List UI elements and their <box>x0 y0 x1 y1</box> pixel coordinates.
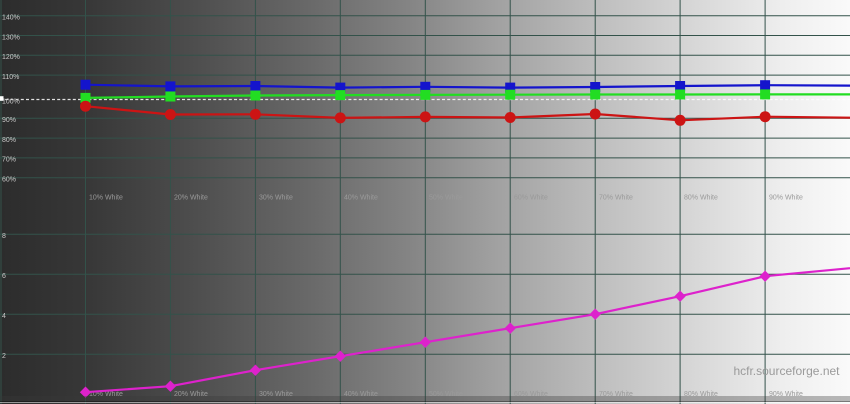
svg-text:90%: 90% <box>2 117 16 124</box>
svg-text:40% White: 40% White <box>344 195 378 202</box>
svg-text:4: 4 <box>2 313 6 320</box>
svg-text:120%: 120% <box>2 54 20 61</box>
svg-text:110%: 110% <box>2 74 19 81</box>
svg-text:130%: 130% <box>2 34 20 41</box>
svg-text:60% White: 60% White <box>514 195 548 202</box>
svg-text:50% White: 50% White <box>429 195 463 202</box>
svg-text:140%: 140% <box>2 15 20 22</box>
svg-text:90% White: 90% White <box>769 195 803 202</box>
svg-text:80%: 80% <box>2 137 16 144</box>
svg-text:hcfr.sourceforge.net: hcfr.sourceforge.net <box>733 364 840 378</box>
svg-text:20% White: 20% White <box>174 195 208 202</box>
svg-text:80% White: 80% White <box>684 195 718 202</box>
svg-text:2: 2 <box>2 353 6 360</box>
svg-text:6: 6 <box>2 273 6 280</box>
svg-text:70%: 70% <box>2 157 16 164</box>
svg-text:10% White: 10% White <box>89 195 123 202</box>
svg-text:30% White: 30% White <box>259 195 293 202</box>
svg-text:8: 8 <box>2 233 6 240</box>
svg-text:70% White: 70% White <box>599 195 633 202</box>
svg-text:100%: 100% <box>2 98 20 105</box>
svg-text:60%: 60% <box>2 177 16 184</box>
